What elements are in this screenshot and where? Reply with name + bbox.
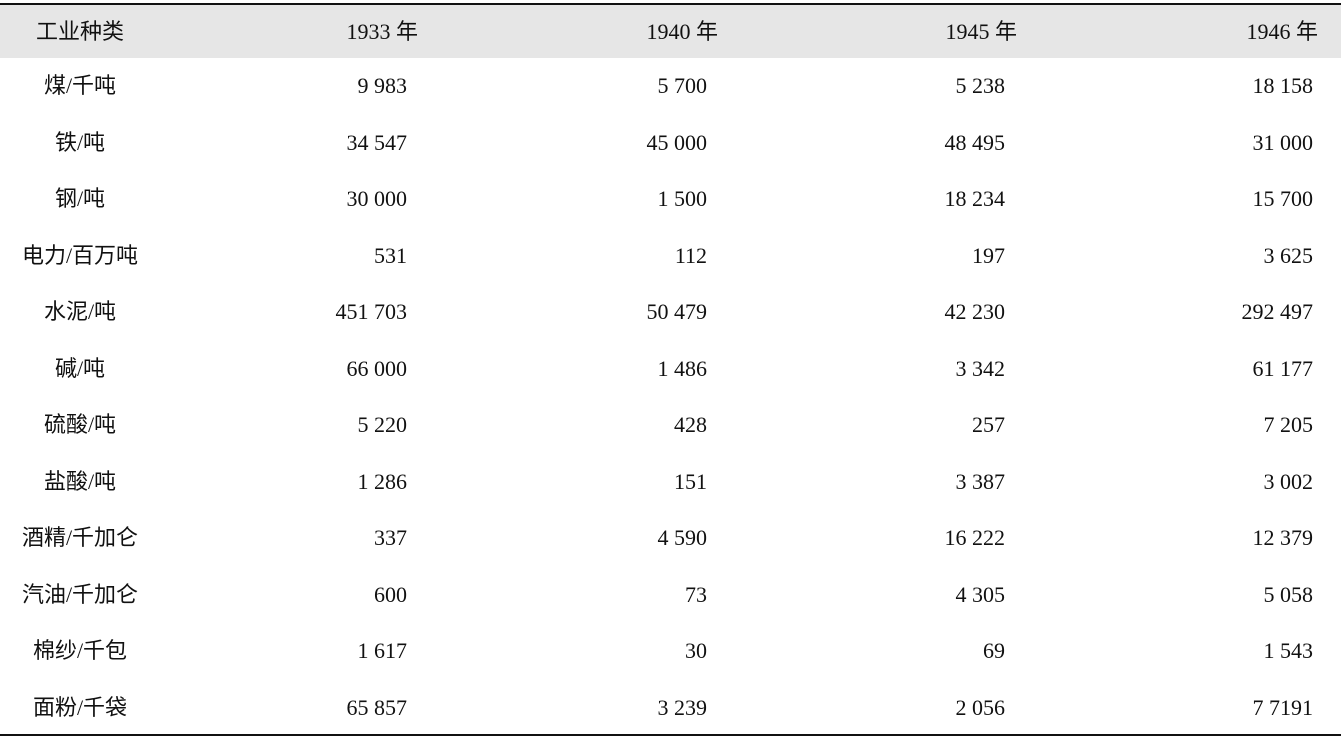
data-cell: 45 000 — [646, 129, 708, 155]
header-cell: 1946 年 — [1246, 19, 1318, 44]
header-background — [0, 5, 1341, 58]
data-cell: 4 590 — [657, 525, 708, 550]
data-cell: 30 000 — [346, 186, 408, 211]
data-cell: 5 700 — [657, 73, 708, 98]
data-cell: 3 387 — [955, 468, 1006, 494]
row-label: 煤/千吨 — [43, 73, 117, 98]
row-label: 面粉/千袋 — [32, 694, 128, 720]
top-rule — [0, 3, 1341, 5]
data-cell: 2 056 — [955, 694, 1006, 720]
data-cell: 1 617 — [357, 638, 408, 663]
data-cell: 18 158 — [1252, 73, 1314, 98]
data-cell: 50 479 — [646, 299, 708, 324]
data-cell: 600 — [374, 581, 407, 607]
header-cell: 1940 年 — [646, 19, 718, 44]
data-cell: 3 625 — [1263, 242, 1314, 268]
row-label: 铁/吨 — [54, 129, 106, 155]
data-cell: 1 500 — [657, 186, 708, 211]
row-label: 水泥/吨 — [43, 299, 117, 324]
data-cell: 34 547 — [346, 129, 408, 155]
data-cell: 257 — [972, 412, 1005, 437]
data-cell: 42 230 — [944, 299, 1006, 324]
data-cell: 15 700 — [1252, 186, 1314, 211]
header-cell: 工业种类 — [35, 19, 124, 44]
data-cell: 31 000 — [1252, 129, 1314, 155]
data-cell: 7 7191 — [1252, 694, 1314, 720]
data-cell: 30 — [685, 638, 707, 663]
data-cell: 151 — [674, 468, 707, 494]
data-cell: 451 703 — [335, 299, 408, 324]
row-label: 汽油/千加仑 — [21, 581, 139, 607]
data-cell: 65 857 — [346, 694, 408, 720]
data-cell: 5 058 — [1263, 581, 1314, 607]
data-cell: 48 495 — [944, 129, 1006, 155]
data-cell: 3 239 — [657, 694, 708, 720]
data-cell: 531 — [374, 242, 407, 268]
header-cell: 1945 年 — [945, 19, 1017, 44]
header-cell: 1933 年 — [346, 19, 418, 44]
data-cell: 18 234 — [944, 186, 1006, 211]
row-label: 棉纱/千包 — [32, 638, 128, 663]
data-cell: 9 983 — [357, 73, 408, 98]
data-cell: 112 — [674, 242, 707, 268]
data-cell: 61 177 — [1252, 355, 1314, 381]
data-cell: 4 305 — [955, 581, 1006, 607]
data-cell: 7 205 — [1263, 412, 1314, 437]
data-cell: 428 — [674, 412, 707, 437]
data-cell: 16 222 — [944, 525, 1006, 550]
row-label: 电力/百万吨 — [21, 242, 139, 268]
row-label: 硫酸/吨 — [43, 412, 117, 437]
data-cell: 1 543 — [1263, 638, 1314, 663]
row-label: 酒精/千加仑 — [21, 525, 139, 550]
data-cell: 292 497 — [1241, 299, 1314, 324]
data-cell: 73 — [685, 581, 707, 607]
data-cell: 337 — [374, 525, 407, 550]
data-cell: 5 238 — [955, 73, 1006, 98]
data-cell: 66 000 — [346, 355, 408, 381]
data-cell: 197 — [972, 242, 1005, 268]
data-cell: 69 — [983, 638, 1005, 663]
row-label: 钢/吨 — [54, 186, 106, 211]
data-cell: 1 486 — [657, 355, 708, 381]
bottom-rule — [0, 734, 1341, 736]
row-label: 碱/吨 — [54, 355, 106, 381]
data-cell: 5 220 — [357, 412, 408, 437]
data-cell: 1 286 — [357, 468, 408, 494]
row-label: 盐酸/吨 — [43, 468, 117, 494]
data-cell: 3 002 — [1263, 468, 1314, 494]
data-cell: 3 342 — [955, 355, 1006, 381]
data-cell: 12 379 — [1252, 525, 1314, 550]
